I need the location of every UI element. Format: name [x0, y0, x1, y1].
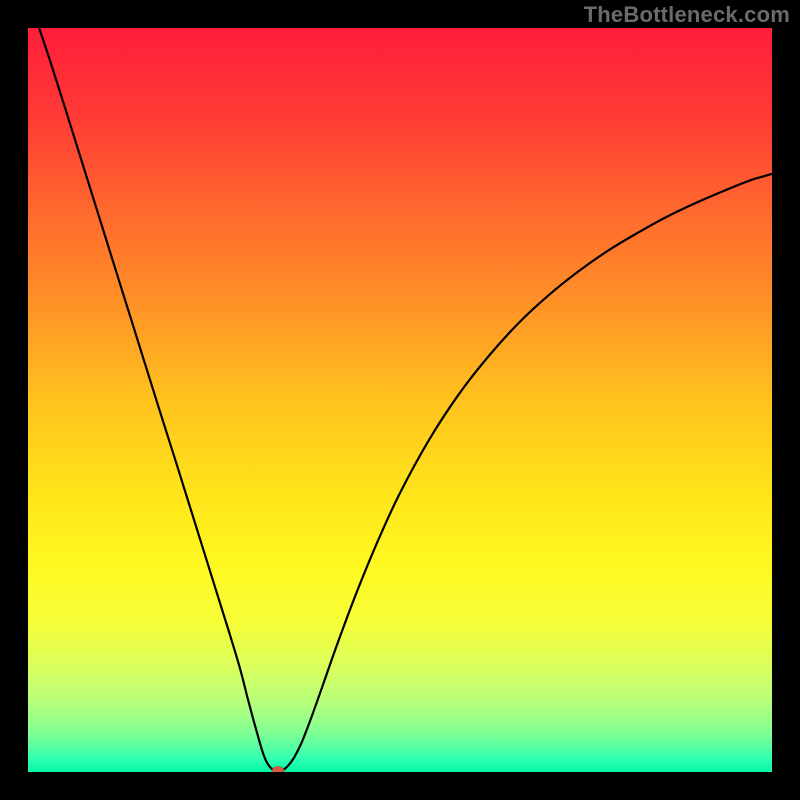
plot-background-gradient: [28, 28, 772, 772]
bottleneck-chart-svg: [0, 0, 800, 800]
watermark-text: TheBottleneck.com: [584, 2, 790, 28]
chart-container: TheBottleneck.com: [0, 0, 800, 800]
